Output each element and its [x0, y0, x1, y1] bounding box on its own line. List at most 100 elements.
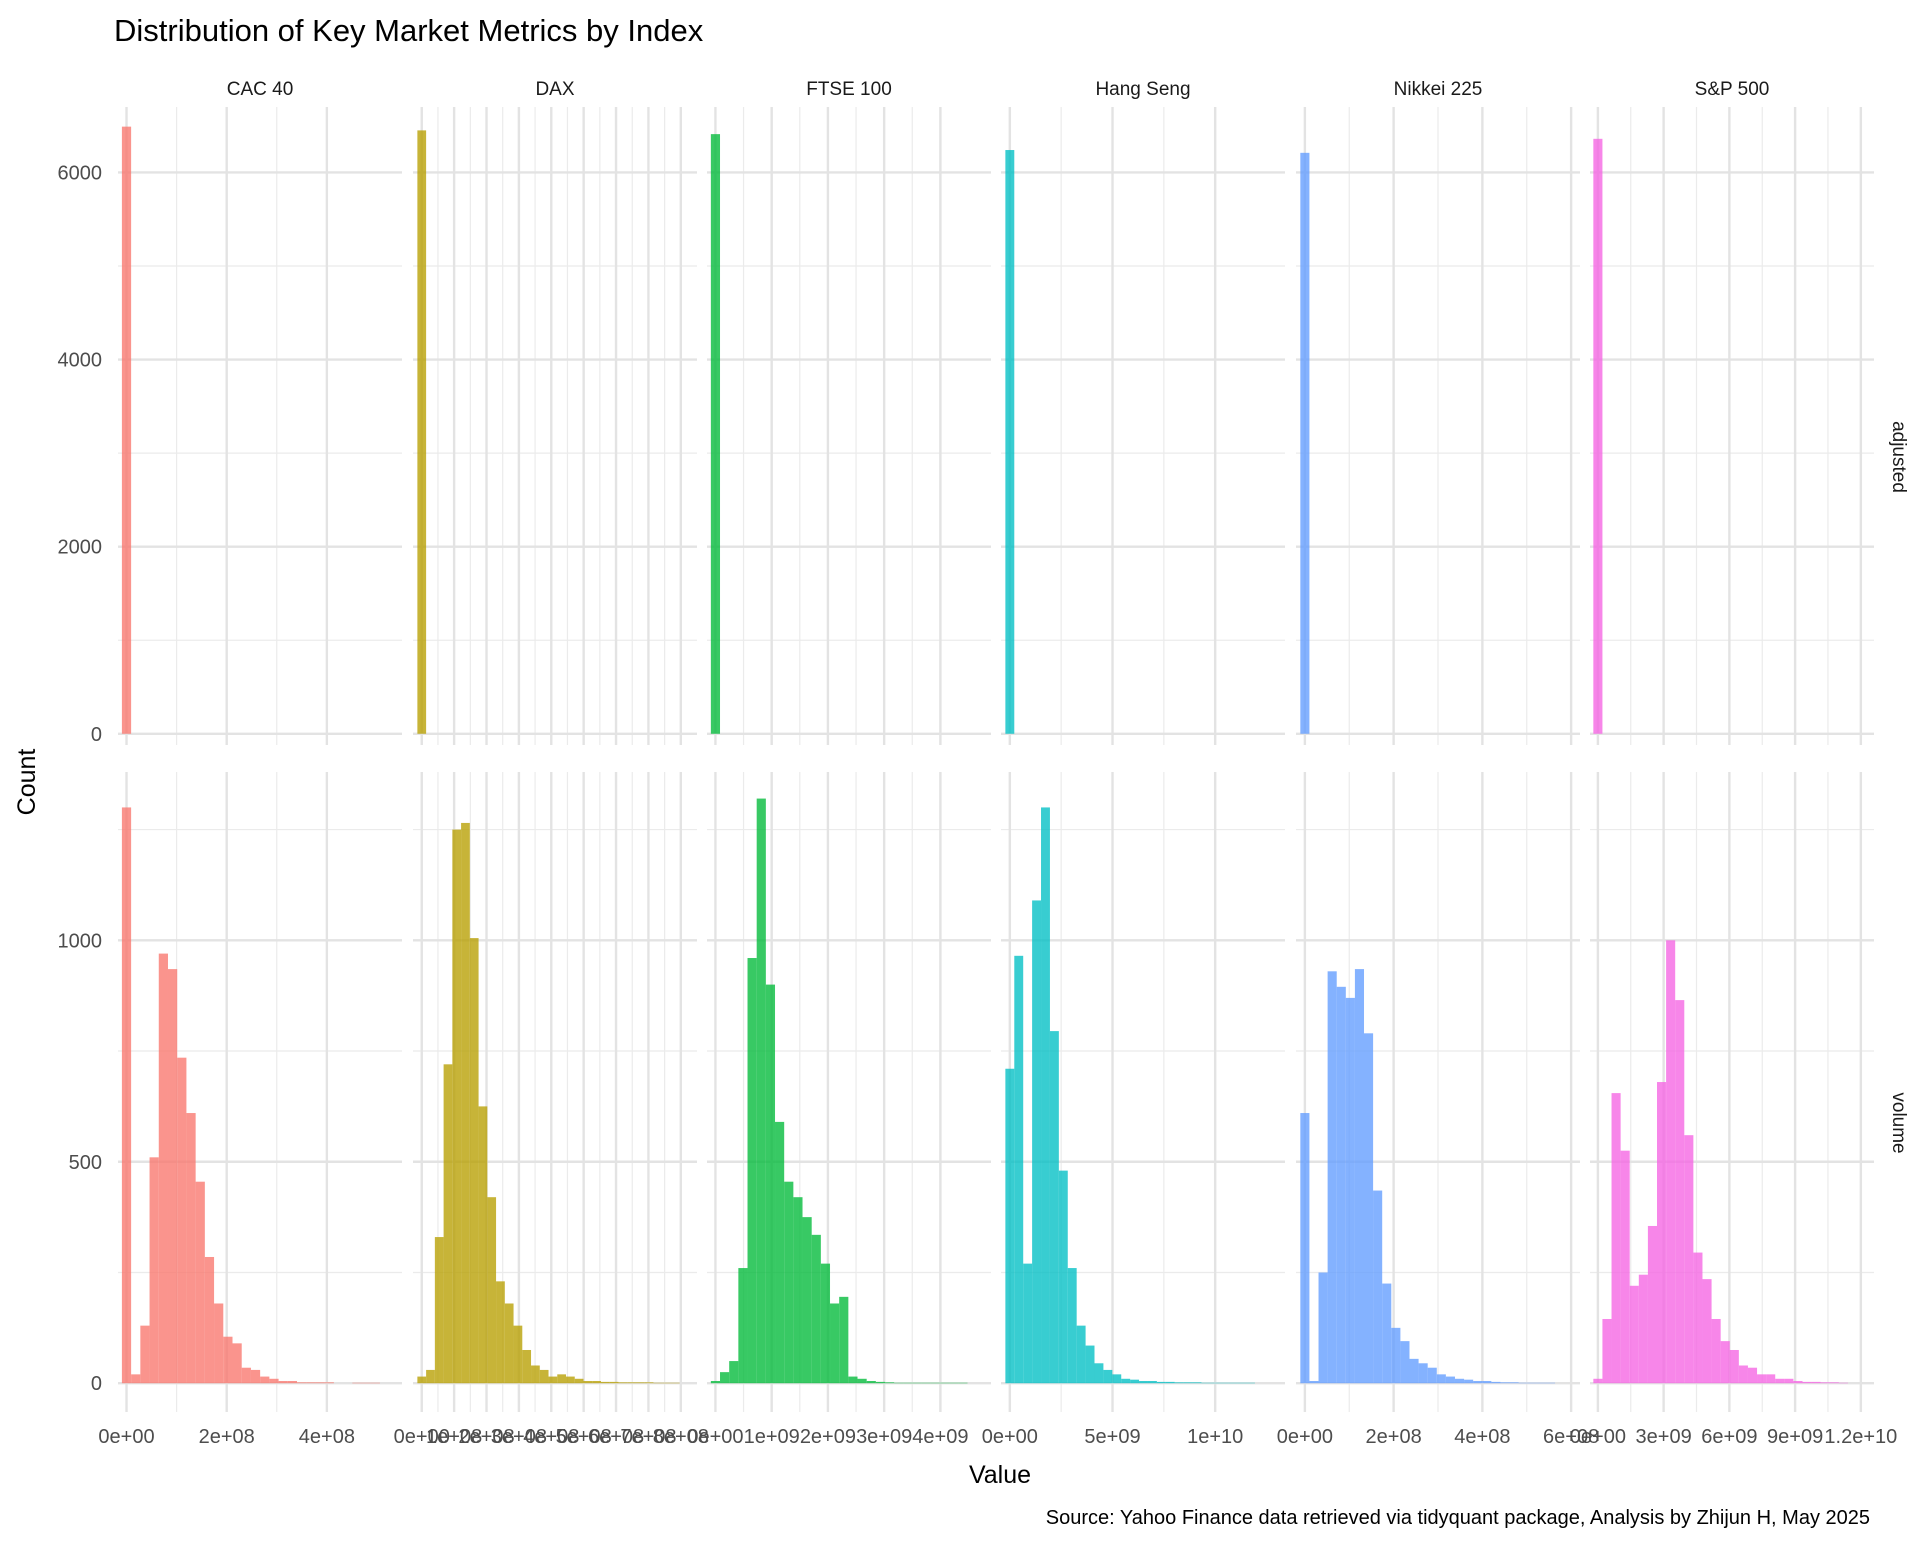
histogram-bar-cac-40-volume [195, 1181, 205, 1384]
histogram-bar-cac-40-volume [370, 1382, 380, 1384]
histogram-bar-hang-seng-volume [1094, 1363, 1104, 1384]
histogram-bar-ftse-100-volume [839, 1296, 849, 1384]
histogram-bar-nikkei-225-volume [1318, 1272, 1328, 1384]
panel-hang-seng-adjusted [1001, 107, 1285, 745]
x-axis-title: Value [969, 1461, 1031, 1489]
histogram-bar-cac-40-volume [214, 1303, 224, 1384]
histogram-bar-hang-seng-volume [1165, 1381, 1175, 1384]
histogram-bar-dax-volume [600, 1381, 610, 1384]
histogram-bar-dax-volume [434, 1237, 444, 1384]
histogram-bar-s-p-500-volume [1666, 940, 1676, 1384]
histogram-bar-nikkei-225-volume [1427, 1367, 1437, 1384]
histogram-bar-s-p-500-volume [1657, 1082, 1667, 1384]
histogram-bar-ftse-100-volume [775, 1121, 785, 1384]
histogram-bar-s-p-500-volume [1720, 1341, 1730, 1384]
histogram-bar-dax-volume [531, 1365, 540, 1384]
histogram-bar-hang-seng-volume [1246, 1382, 1255, 1384]
strip-label-dax: DAX [535, 79, 574, 100]
y-tick-label-adjusted-2: 4000 [58, 350, 103, 372]
histogram-bar-s-p-500-volume [1693, 1252, 1703, 1384]
histogram-bar-ftse-100-volume [802, 1217, 812, 1384]
histogram-bar-dax-volume [627, 1382, 636, 1384]
histogram-bar-nikkei-225-volume [1373, 1190, 1383, 1384]
histogram-bar-cac-40-volume [297, 1382, 307, 1384]
histogram-bar-cac-40-volume [177, 1057, 187, 1384]
histogram-bar-nikkei-225-volume [1418, 1363, 1428, 1384]
panel-cac-40-adjusted [118, 107, 402, 745]
y-tick-label-volume-0: 0 [91, 1373, 102, 1395]
histogram-bar-ftse-100-volume [710, 1380, 721, 1384]
histogram-bar-dax-volume [496, 1281, 505, 1384]
x-tick-label-dax-7: 7e+08 [620, 1426, 676, 1448]
histogram-bar-s-p-500-volume [1802, 1381, 1812, 1384]
y-tick-label-adjusted-1: 2000 [58, 537, 103, 559]
x-tick-label-s-p-500-1: 3e+09 [1636, 1426, 1692, 1448]
histogram-bar-hang-seng-volume [1067, 1268, 1077, 1384]
histogram-bar-ftse-100-volume [894, 1382, 904, 1384]
histogram-bar-nikkei-225-volume [1454, 1378, 1465, 1384]
histogram-bar-ftse-100-volume [820, 1263, 831, 1384]
x-tick-label-cac-40-2: 4e+08 [299, 1426, 355, 1448]
histogram-bar-dax-volume [653, 1382, 663, 1384]
histogram-bar-s-p-500-volume [1838, 1382, 1848, 1384]
histogram-bar-dax-volume [469, 938, 479, 1384]
histogram-bar-hang-seng-volume [1228, 1382, 1238, 1384]
histogram-bar-hang-seng-volume [1005, 1068, 1015, 1384]
histogram-bar-cac-40-volume [250, 1369, 261, 1384]
histogram-bar-nikkei-225-volume [1309, 1380, 1319, 1384]
histogram-bar-nikkei-225-volume [1482, 1380, 1492, 1384]
strip-label-cac-40: CAC 40 [227, 79, 294, 100]
x-tick-label-nikkei-225-1: 2e+08 [1366, 1426, 1422, 1448]
histogram-bar-ftse-100-volume [811, 1234, 821, 1384]
histogram-bar-hang-seng-adjusted [1005, 150, 1015, 734]
histogram-bar-hang-seng-volume [1085, 1345, 1095, 1384]
panel-ftse-100-volume [707, 772, 991, 1412]
x-tick-label-dax-3: 3e+08 [491, 1426, 547, 1448]
histogram-bar-ftse-100-volume [903, 1382, 913, 1384]
histogram-bar-dax-volume [618, 1382, 628, 1384]
histogram-bar-s-p-500-volume [1829, 1382, 1839, 1384]
histogram-bar-dax-volume [504, 1303, 514, 1384]
histogram-bar-cac-40-volume [140, 1325, 150, 1384]
histogram-bar-nikkei-225-volume [1436, 1374, 1446, 1384]
histogram-bar-hang-seng-volume [1237, 1382, 1247, 1384]
histogram-bar-cac-40-volume [287, 1380, 298, 1384]
histogram-bar-nikkei-225-volume [1354, 969, 1365, 1384]
histogram-bar-hang-seng-volume [1130, 1379, 1140, 1384]
histogram-bar-cac-40-volume [186, 1113, 196, 1384]
x-tick-label-ftse-100-2: 2e+09 [800, 1426, 856, 1448]
histogram-bar-ftse-100-volume [720, 1372, 730, 1384]
histogram-bar-dax-volume [609, 1381, 619, 1384]
histogram-bar-s-p-500-volume [1711, 1318, 1721, 1384]
x-tick-label-ftse-100-1: 1e+09 [744, 1426, 800, 1448]
x-tick-label-ftse-100-0: 0e+00 [687, 1426, 743, 1448]
histogram-bar-ftse-100-volume [738, 1268, 748, 1384]
histogram-bar-nikkei-225-volume [1464, 1379, 1474, 1384]
histogram-bar-s-p-500-volume [1638, 1274, 1648, 1384]
panel-dax-volume [413, 772, 697, 1412]
histogram-bar-ftse-100-volume [793, 1197, 803, 1384]
x-tick-label-dax-6: 6e+08 [588, 1426, 644, 1448]
panel-dax-adjusted [413, 107, 697, 745]
x-tick-label-cac-40-0: 0e+00 [98, 1426, 154, 1448]
histogram-bar-ftse-100-volume [912, 1382, 922, 1384]
histogram-bar-hang-seng-volume [1103, 1369, 1113, 1384]
histogram-bar-ftse-100-volume [958, 1382, 968, 1384]
histogram-bar-dax-volume [662, 1382, 671, 1384]
x-tick-label-dax-8: 8e+08 [653, 1426, 709, 1448]
x-tick-label-dax-2: 2e+08 [458, 1426, 514, 1448]
histogram-bar-ftse-100-volume [784, 1181, 794, 1384]
panel-ftse-100-adjusted [707, 107, 991, 745]
histogram-bar-cac-40-volume [352, 1382, 362, 1384]
histogram-bar-dax-volume [487, 1197, 497, 1384]
histogram-bar-nikkei-225-volume [1391, 1327, 1401, 1384]
histogram-bar-cac-40-volume [232, 1343, 242, 1384]
strip-label-hang-seng: Hang Seng [1095, 79, 1190, 100]
histogram-bar-nikkei-225-adjusted [1300, 152, 1310, 734]
y-tick-label-volume-2: 1000 [58, 930, 103, 952]
histogram-bar-dax-volume [426, 1369, 435, 1384]
histogram-bar-s-p-500-volume [1738, 1365, 1748, 1384]
histogram-bar-hang-seng-volume [1139, 1380, 1148, 1384]
